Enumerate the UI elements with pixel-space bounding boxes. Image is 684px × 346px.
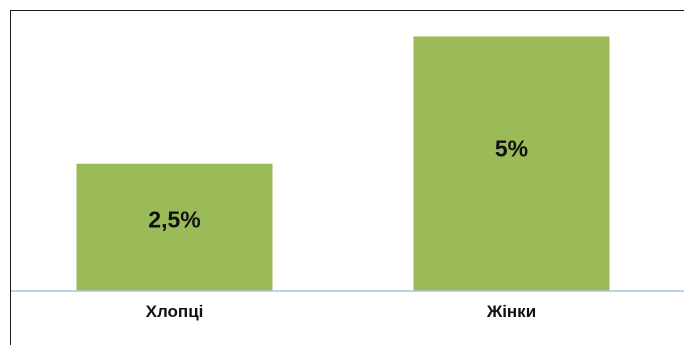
chart-frame: 2,5% 5% Хлопці Жінки <box>10 10 684 345</box>
x-tick-label: Хлопці <box>146 302 204 321</box>
bar-value-label: 2,5% <box>148 207 200 233</box>
bars-layer <box>76 36 610 291</box>
bar-1 <box>76 163 273 291</box>
bar-2 <box>413 36 610 291</box>
x-tick-labels: Хлопці Жінки <box>146 302 537 321</box>
bar-chart: 2,5% 5% Хлопці Жінки <box>11 36 684 321</box>
labels-layer: 2,5% 5% <box>148 135 528 232</box>
bar-value-label: 5% <box>495 135 528 161</box>
x-tick-label: Жінки <box>486 302 536 321</box>
